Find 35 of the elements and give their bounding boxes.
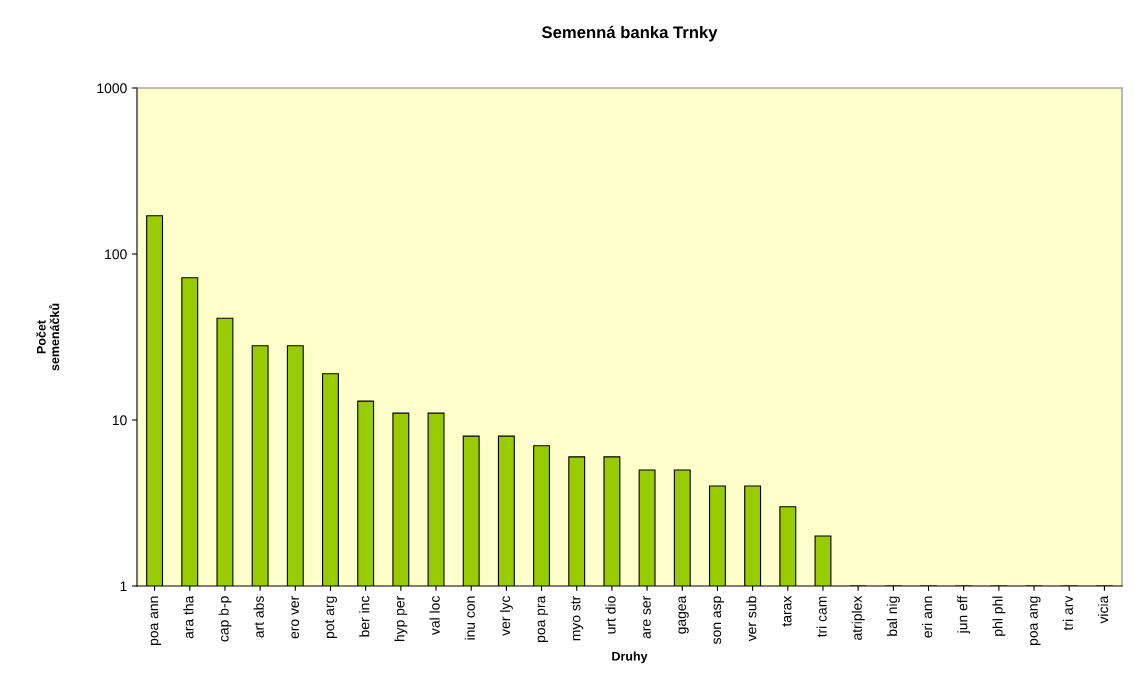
x-tick-label: son asp — [713, 596, 724, 644]
y-tick-label: 1000 — [97, 83, 127, 94]
x-tick-label: tri cam — [816, 596, 827, 638]
x-tick-label: urt dio — [605, 596, 616, 634]
x-tick-label: hyp per — [394, 595, 408, 642]
x-tick-label: ver lyc — [499, 596, 513, 636]
x-tick-label: ver sub — [746, 596, 757, 642]
x-tick-label: eri ann — [922, 596, 933, 638]
x-tick-label: phl phl — [992, 596, 1006, 636]
x-tick-label: poa pra — [537, 595, 549, 642]
chart-title: Semenná banka Trnky — [541, 25, 718, 42]
x-tick-label: vicia — [1097, 595, 1109, 624]
x-tick-label: inu con — [464, 596, 475, 640]
x-tick-label: art abs — [253, 596, 264, 638]
x-tick-label: gagea — [678, 595, 689, 634]
x-tick-label: tarax — [782, 595, 792, 627]
x-tick-label: ber inc — [359, 596, 370, 637]
x-tick-label: poa ang — [1030, 596, 1041, 646]
x-tick-label: ero ver — [291, 595, 300, 639]
x-tick-label: atriplex — [851, 595, 865, 640]
y-tick-label: 1 — [120, 581, 127, 592]
x-axis-title: Druhy — [612, 651, 648, 664]
x-tick-label: jun eff — [957, 595, 971, 634]
x-tick-label: myo str — [571, 595, 584, 641]
x-tick-label: ara tha — [183, 595, 194, 639]
x-tick-label: bal nig — [886, 596, 900, 636]
y-tick-label: 10 — [112, 415, 127, 426]
x-tick-label: pot arg — [325, 596, 337, 639]
x-tick-label: poa ann — [150, 596, 162, 646]
y-axis-title: Počet semenáčků — [36, 303, 60, 371]
x-tick-label: cap b-p — [218, 596, 232, 642]
x-tick-label: tri arv — [1062, 595, 1073, 631]
x-tick-label: are ser — [643, 595, 651, 639]
x-tick-label: val loc — [429, 596, 440, 636]
y-tick-label: 100 — [105, 249, 127, 260]
